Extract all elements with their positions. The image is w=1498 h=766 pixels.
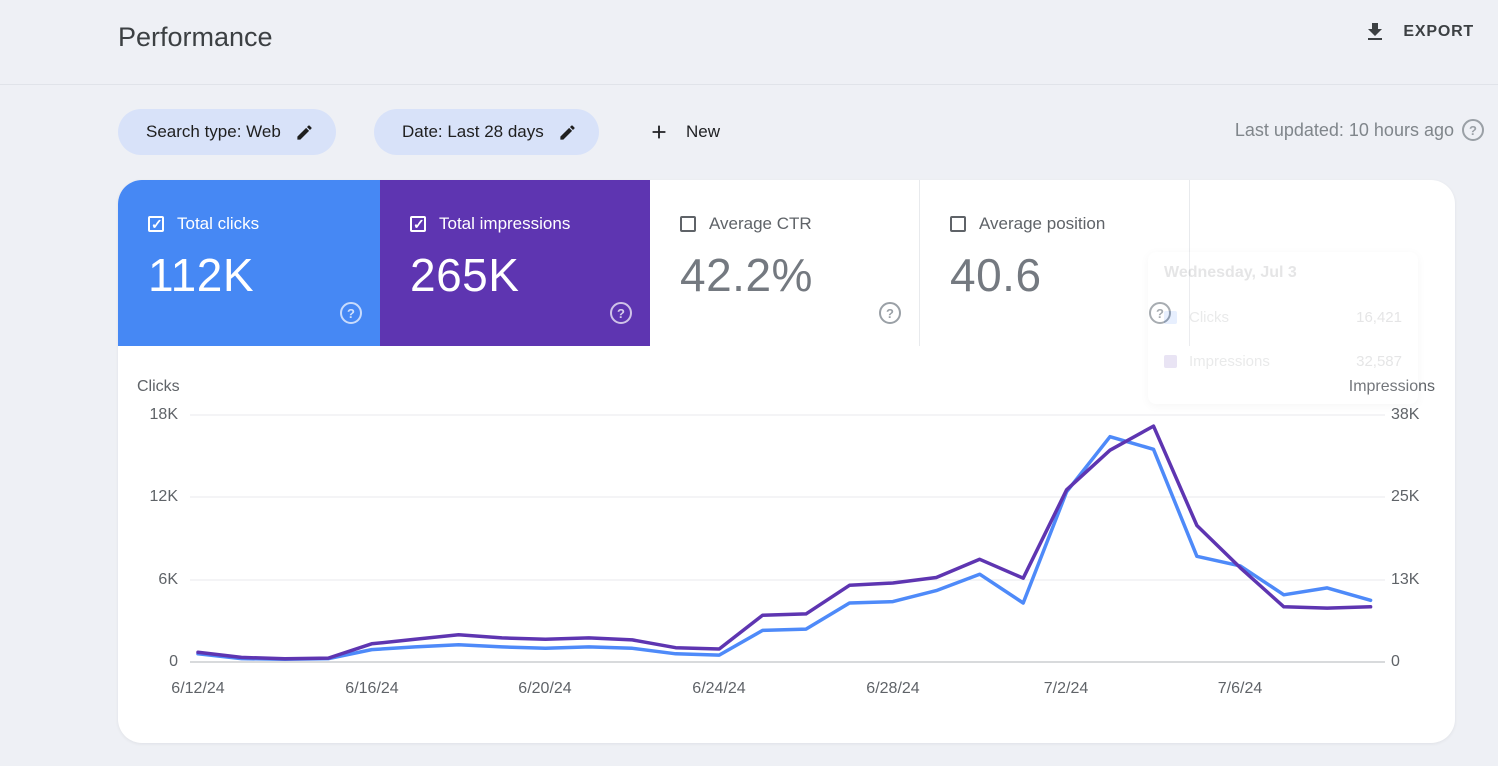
y-axis-tick: 6K xyxy=(158,571,178,588)
metric-card-average-position[interactable]: Average position 40.6 ? xyxy=(920,180,1190,346)
export-label: EXPORT xyxy=(1403,23,1474,40)
y-axis-tick: 0 xyxy=(1391,653,1400,670)
new-filter-button[interactable]: New xyxy=(648,109,720,155)
x-axis-tick: 6/12/24 xyxy=(171,680,225,697)
help-icon[interactable]: ? xyxy=(610,302,632,324)
search-type-chip-label: Search type: Web xyxy=(146,122,281,141)
left-axis-title: Clicks xyxy=(137,378,180,395)
y-axis-tick: 18K xyxy=(149,406,178,423)
x-axis-tick: 6/28/24 xyxy=(866,680,920,697)
edit-pencil-icon xyxy=(297,124,312,140)
export-button[interactable]: EXPORT xyxy=(1363,20,1474,44)
metric-value: 42.2% xyxy=(680,249,813,301)
metric-cards-row: Total clicks 112K ? Total impressions 26… xyxy=(118,180,1455,346)
impressions-swatch-icon xyxy=(1164,355,1177,368)
y-axis-tick: 13K xyxy=(1391,571,1420,588)
help-icon[interactable]: ? xyxy=(340,302,362,324)
date-range-chip[interactable]: Date: Last 28 days xyxy=(374,109,599,155)
metric-label: Total impressions xyxy=(439,214,571,233)
performance-panel: Total clicks 112K ? Total impressions 26… xyxy=(118,180,1455,743)
help-icon[interactable]: ? xyxy=(1149,302,1171,324)
tooltip-row-clicks: Clicks 16,421 xyxy=(1164,309,1402,326)
x-axis-tick: 6/24/24 xyxy=(692,680,746,697)
metric-value: 40.6 xyxy=(950,249,1042,301)
header-divider xyxy=(0,84,1498,85)
metric-label: Total clicks xyxy=(177,214,260,233)
checkbox-checked-icon[interactable] xyxy=(410,216,426,233)
impressions-line-series xyxy=(196,424,1373,661)
checkbox-unchecked-icon[interactable] xyxy=(680,216,696,232)
metric-value: 265K xyxy=(410,249,520,301)
y-axis-tick: 12K xyxy=(149,488,178,505)
line-chart-canvas[interactable] xyxy=(118,350,1455,743)
x-axis-tick: 7/2/24 xyxy=(1043,680,1089,697)
y-axis-tick: 0 xyxy=(169,653,178,670)
x-axis-tick: 7/6/24 xyxy=(1217,680,1263,697)
y-axis-tick: 38K xyxy=(1391,406,1420,423)
metric-label: Average position xyxy=(979,214,1106,233)
plus-icon xyxy=(652,125,666,139)
metric-value: 112K xyxy=(148,249,255,301)
checkbox-checked-icon[interactable] xyxy=(148,216,164,233)
metric-card-total-clicks[interactable]: Total clicks 112K ? xyxy=(118,180,380,346)
help-icon[interactable]: ? xyxy=(879,302,901,324)
y-axis-tick: 25K xyxy=(1391,488,1420,505)
last-updated-text: Last updated: 10 hours ago xyxy=(1234,119,1454,140)
clicks-line-series xyxy=(196,434,1373,662)
metric-card-total-impressions[interactable]: Total impressions 265K ? xyxy=(380,180,650,346)
page-title: Performance xyxy=(118,22,273,52)
new-filter-label: New xyxy=(686,122,721,141)
x-axis-tick: 6/16/24 xyxy=(345,680,399,697)
last-updated: Last updated: 10 hours ago ? xyxy=(1235,119,1484,141)
right-axis-title: Impressions xyxy=(1348,378,1435,395)
tooltip-row-impressions: Impressions 32,587 xyxy=(1164,353,1402,370)
download-icon xyxy=(1368,23,1383,40)
edit-pencil-icon xyxy=(560,124,575,140)
metric-card-average-ctr[interactable]: Average CTR 42.2% ? xyxy=(650,180,920,346)
checkbox-unchecked-icon[interactable] xyxy=(950,216,966,232)
search-type-chip[interactable]: Search type: Web xyxy=(118,109,336,155)
chart-tooltip: Wednesday, Jul 3 Clicks 16,421 Impressio… xyxy=(1148,252,1418,404)
date-range-chip-label: Date: Last 28 days xyxy=(402,122,544,141)
help-icon[interactable]: ? xyxy=(1462,119,1484,141)
tooltip-date: Wednesday, Jul 3 xyxy=(1164,264,1297,281)
performance-chart[interactable]: Clicks Impressions 18K 12K 6K 0 38K 25K … xyxy=(118,350,1455,743)
clicks-swatch-icon xyxy=(1164,311,1177,324)
metric-label: Average CTR xyxy=(709,214,812,233)
x-axis-tick: 6/20/24 xyxy=(518,680,572,697)
